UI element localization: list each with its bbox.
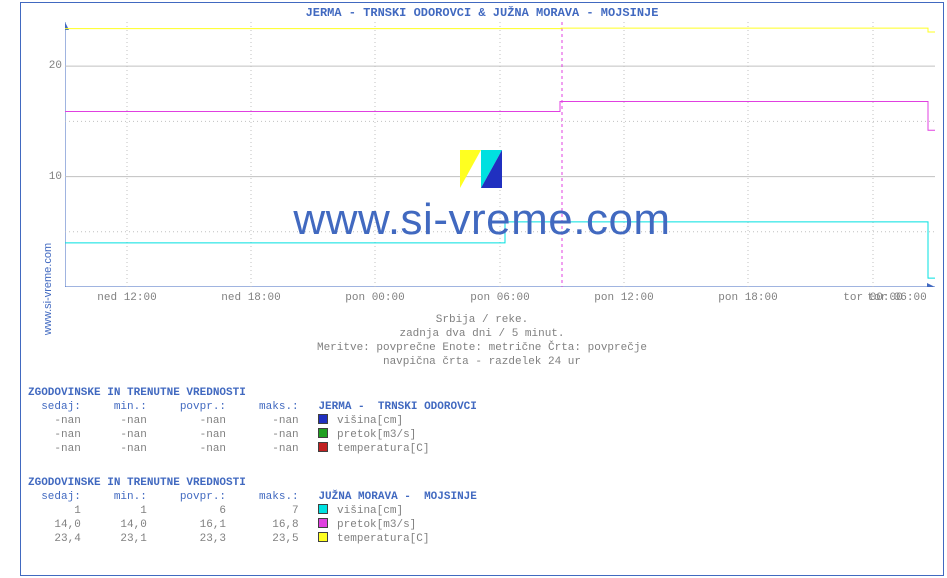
watermark-text: www.si-vreme.com	[20, 195, 944, 245]
x-tick-label: ned 12:00	[97, 292, 156, 304]
stats-block-2: ZGODOVINSKE IN TRENUTNE VREDNOSTI sedaj:…	[28, 476, 477, 546]
legend-label: temperatura[C]	[330, 533, 429, 545]
subtitle-line: Srbija / reke.	[20, 313, 944, 327]
stats-row: -nan -nan -nan -nan višina[cm]	[28, 414, 477, 428]
legend-label: pretok[m3/s]	[330, 519, 416, 531]
stats-row: -nan -nan -nan -nan temperatura[C]	[28, 442, 477, 456]
stats-row: -nan -nan -nan -nan pretok[m3/s]	[28, 428, 477, 442]
x-tick-label: pon 06:00	[470, 292, 529, 304]
subtitle-line: Meritve: povprečne Enote: metrične Črta:…	[20, 341, 944, 355]
stats-columns: sedaj: min.: povpr.: maks.: JERMA - TRNS…	[28, 400, 477, 414]
subtitle-line: zadnja dva dni / 5 minut.	[20, 327, 944, 341]
stats-header: ZGODOVINSKE IN TRENUTNE VREDNOSTI	[28, 476, 477, 490]
x-tick-label: pon 00:00	[345, 292, 404, 304]
stats-row: 14,0 14,0 16,1 16,8 pretok[m3/s]	[28, 518, 477, 532]
station-name: JERMA - TRNSKI ODOROVCI	[318, 401, 476, 413]
y-tick-label: 10	[22, 171, 62, 183]
stats-block-1: ZGODOVINSKE IN TRENUTNE VREDNOSTI sedaj:…	[28, 386, 477, 456]
legend-swatch-icon	[318, 504, 328, 514]
legend-swatch-icon	[318, 428, 328, 438]
legend-label: temperatura[C]	[330, 443, 429, 455]
x-tick-label: pon 18:00	[718, 292, 777, 304]
legend-swatch-icon	[318, 442, 328, 452]
y-tick-label: 20	[22, 60, 62, 72]
legend-swatch-icon	[318, 414, 328, 424]
stats-columns: sedaj: min.: povpr.: maks.: JUŽNA MORAVA…	[28, 490, 477, 504]
legend-swatch-icon	[318, 532, 328, 542]
subtitle-line: navpična črta - razdelek 24 ur	[20, 355, 944, 369]
x-tick-label: pon 12:00	[594, 292, 653, 304]
watermark-logo-icon	[460, 150, 502, 188]
stats-header: ZGODOVINSKE IN TRENUTNE VREDNOSTI	[28, 386, 477, 400]
x-tick-label: tor 06:00	[867, 292, 926, 304]
subtitle-block: Srbija / reke. zadnja dva dni / 5 minut.…	[20, 313, 944, 369]
x-tick-label: ned 18:00	[221, 292, 280, 304]
stats-row: 1 1 6 7 višina[cm]	[28, 504, 477, 518]
legend-label: pretok[m3/s]	[330, 429, 416, 441]
legend-label: višina[cm]	[330, 505, 403, 517]
stats-row: 23,4 23,1 23,3 23,5 temperatura[C]	[28, 532, 477, 546]
station-name: JUŽNA MORAVA - MOJSINJE	[318, 491, 476, 503]
legend-label: višina[cm]	[330, 415, 403, 427]
legend-swatch-icon	[318, 518, 328, 528]
chart-title: JERMA - TRNSKI ODOROVCI & JUŽNA MORAVA -…	[20, 6, 944, 20]
x-axis-labels: ned 12:00 ned 18:00 pon 00:00 pon 06:00 pon …	[65, 292, 935, 306]
